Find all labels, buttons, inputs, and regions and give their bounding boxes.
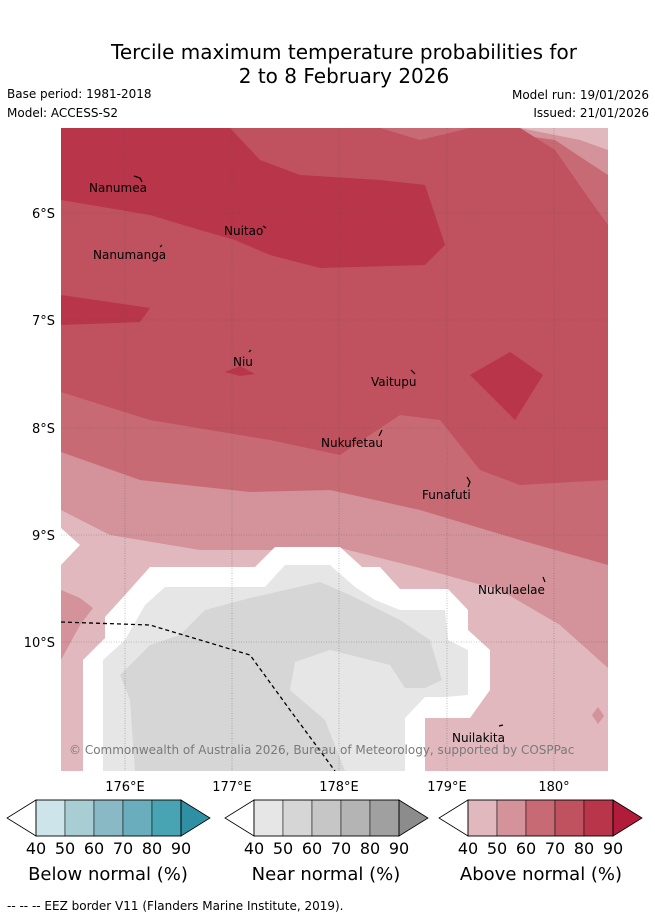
near-cell-50 <box>282 799 313 837</box>
above-cell-70 <box>554 799 585 837</box>
region-above-50-west <box>61 590 93 660</box>
above-extend-high <box>612 799 643 837</box>
colorbar-above-title: Above normal (%) <box>460 864 622 885</box>
above-tick-90: 90 <box>603 839 623 858</box>
below-cell-50 <box>64 799 95 837</box>
below-tick-80: 80 <box>142 839 162 858</box>
region-above-80-niu <box>225 366 255 376</box>
colorbar-below-title: Below normal (%) <box>28 864 188 885</box>
lon-label-178e: 178°E <box>319 780 359 795</box>
place-niu: Niu <box>233 355 253 369</box>
region-above-80-west <box>61 295 150 325</box>
above-cell-40 <box>467 799 498 837</box>
lat-label-6s: 6°S <box>32 207 55 222</box>
below-cell-70 <box>122 799 153 837</box>
above-tick-50: 50 <box>487 839 507 858</box>
near-cell-40 <box>253 799 284 837</box>
near-extend-low <box>224 799 255 837</box>
place-nanumanga: Nanumanga <box>93 248 166 262</box>
above-cell-50 <box>496 799 527 837</box>
colorbar-near-title: Near normal (%) <box>252 864 401 885</box>
island-nuitao <box>262 225 267 229</box>
near-outline <box>253 799 400 837</box>
region-above-40-ne <box>520 128 608 150</box>
island-nuilakita <box>498 724 504 727</box>
region-near-50 <box>120 582 442 771</box>
above-cell-60 <box>525 799 556 837</box>
eez-footnote: -- -- -- EEZ border V11 (Flanders Marine… <box>7 899 344 913</box>
map-title-line1: Tercile maximum temperature probabilitie… <box>111 40 577 64</box>
gridlines <box>61 128 608 771</box>
base-period: Base period: 1981-2018 <box>7 87 152 101</box>
near-cell-80 <box>369 799 400 837</box>
above-cell-80 <box>583 799 614 837</box>
near-cell-60 <box>311 799 342 837</box>
map-title-line2: 2 to 8 February 2026 <box>238 64 450 88</box>
above-tick-60: 60 <box>516 839 536 858</box>
island-vaitupu <box>410 369 416 375</box>
below-extend-low <box>6 799 37 837</box>
region-above-50-dot <box>592 707 604 724</box>
above-tick-40: 40 <box>458 839 478 858</box>
below-tick-50: 50 <box>55 839 75 858</box>
place-nuilakita: Nuilakita <box>452 731 505 745</box>
region-above-80-east <box>470 352 543 420</box>
near-tick-70: 70 <box>331 839 351 858</box>
probability-field: Nanumea Nuitao Nanumanga Niu Vaitupu Nuk… <box>61 128 608 771</box>
near-tick-60: 60 <box>302 839 322 858</box>
issued-date: Issued: 21/01/2026 <box>533 106 649 120</box>
island-funafuti <box>466 476 471 488</box>
near-tick-90: 90 <box>389 839 409 858</box>
above-extend-low <box>438 799 469 837</box>
below-cell-60 <box>93 799 124 837</box>
model-name: Model: ACCESS-S2 <box>7 106 119 120</box>
below-tick-40: 40 <box>26 839 46 858</box>
near-tick-40: 40 <box>244 839 264 858</box>
above-outline <box>467 799 614 837</box>
above-tick-70: 70 <box>545 839 565 858</box>
below-tick-90: 90 <box>171 839 191 858</box>
near-cell-70 <box>340 799 371 837</box>
lon-label-177e: 177°E <box>212 780 252 795</box>
below-cell-80 <box>151 799 182 837</box>
lon-label-180: 180° <box>538 780 569 795</box>
place-vaitupu: Vaitupu <box>371 375 417 389</box>
below-extend-high <box>180 799 211 837</box>
island-nukulaelae <box>542 576 546 583</box>
above-tick-80: 80 <box>574 839 594 858</box>
place-nukufetau: Nukufetau <box>321 436 383 450</box>
lat-label-8s: 8°S <box>32 422 55 437</box>
below-tick-60: 60 <box>84 839 104 858</box>
map-title: Tercile maximum temperature probabilitie… <box>0 40 655 88</box>
island-marks <box>133 175 546 727</box>
island-nanumanga <box>159 244 163 248</box>
region-neutral-west <box>61 528 80 565</box>
model-run: Model run: 19/01/2026 <box>511 88 649 102</box>
near-tick-80: 80 <box>360 839 380 858</box>
below-cell-40 <box>35 799 66 837</box>
place-nuitao: Nuitao <box>224 224 263 238</box>
lat-label-10s: 10°S <box>24 636 55 651</box>
below-tick-70: 70 <box>113 839 133 858</box>
eez-border <box>61 621 336 771</box>
place-nanumea: Nanumea <box>89 181 147 195</box>
colorbar-near: 40 50 60 70 80 90 <box>224 799 429 858</box>
near-tick-50: 50 <box>273 839 293 858</box>
place-nukulaelae: Nukulaelae <box>478 583 545 597</box>
colorbar-below: 40 50 60 70 80 90 <box>6 799 211 858</box>
below-outline <box>35 799 182 837</box>
lon-label-176e: 176°E <box>105 780 145 795</box>
near-extend-high <box>398 799 429 837</box>
place-funafuti: Funafuti <box>422 488 471 502</box>
lat-label-7s: 7°S <box>32 314 55 329</box>
island-nanumea <box>133 175 143 183</box>
copyright-notice: © Commonwealth of Australia 2026, Bureau… <box>69 743 574 757</box>
lat-label-9s: 9°S <box>32 529 55 544</box>
region-above-80-north <box>61 128 445 268</box>
island-niu <box>248 349 252 353</box>
island-nukufetau <box>378 429 383 437</box>
colorbar-above: 40 50 60 70 80 90 <box>438 799 643 858</box>
lon-label-179e: 179°E <box>427 780 467 795</box>
